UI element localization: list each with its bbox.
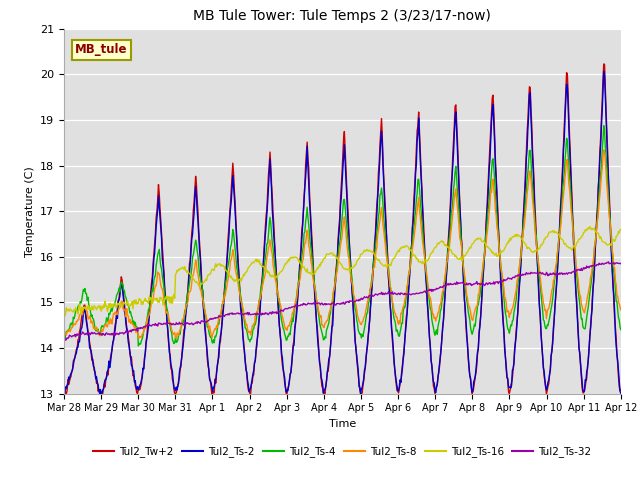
X-axis label: Time: Time [329,419,356,429]
Y-axis label: Temperature (C): Temperature (C) [24,166,35,257]
Title: MB Tule Tower: Tule Temps 2 (3/23/17-now): MB Tule Tower: Tule Temps 2 (3/23/17-now… [193,10,492,24]
Legend: Tul2_Tw+2, Tul2_Ts-2, Tul2_Ts-4, Tul2_Ts-8, Tul2_Ts-16, Tul2_Ts-32: Tul2_Tw+2, Tul2_Ts-2, Tul2_Ts-4, Tul2_Ts… [89,442,596,461]
Text: MB_tule: MB_tule [75,43,127,56]
